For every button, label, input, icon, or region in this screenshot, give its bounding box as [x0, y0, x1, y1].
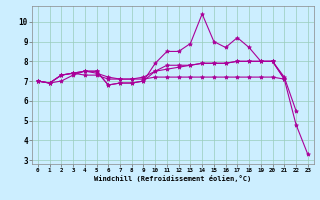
X-axis label: Windchill (Refroidissement éolien,°C): Windchill (Refroidissement éolien,°C) [94, 175, 252, 182]
